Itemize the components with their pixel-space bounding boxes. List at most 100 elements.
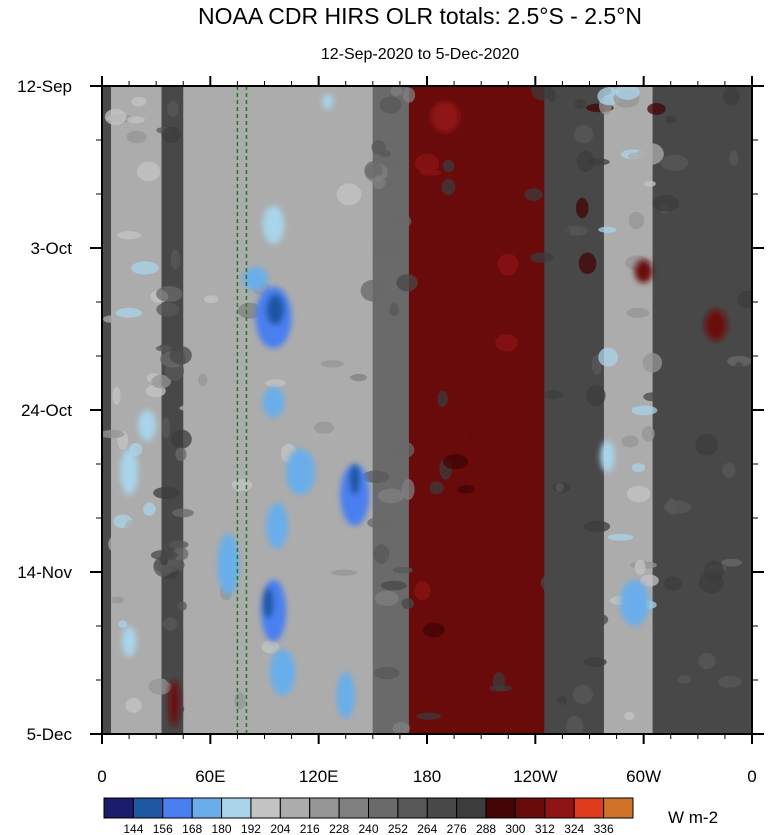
olr-texture-4-8 bbox=[467, 424, 478, 442]
olr-texture-4-12 bbox=[442, 159, 455, 173]
olr-texture-0-6 bbox=[131, 261, 159, 275]
olr-texture-6-24 bbox=[615, 86, 640, 100]
colorbar-swatch-1 bbox=[132, 797, 164, 819]
colorbar-label-6: 216 bbox=[300, 822, 320, 835]
olr-texture-0-22 bbox=[118, 620, 128, 628]
olr-texture-0-2 bbox=[120, 585, 131, 600]
olr-texture-6-0 bbox=[598, 226, 617, 233]
olr-texture-0-14 bbox=[136, 161, 161, 182]
colorbar-label-15: 324 bbox=[564, 822, 584, 835]
olr-texture-2-2 bbox=[186, 168, 213, 187]
colorbar: 144 156 168 180 192 204 216 228 240 252 264 276 288 3… bbox=[103, 797, 634, 835]
olr-texture-6-9 bbox=[634, 559, 646, 576]
olr-texture-0-5 bbox=[125, 697, 142, 713]
olr-texture-5-2 bbox=[547, 89, 557, 103]
olr-patch-21 bbox=[634, 259, 653, 283]
olr-texture-3-26 bbox=[362, 470, 390, 483]
olr-texture-2-1 bbox=[314, 421, 335, 434]
olr-texture-5-11 bbox=[583, 520, 611, 533]
olr-texture-4-27 bbox=[457, 484, 475, 494]
olr-patch-8 bbox=[266, 502, 288, 549]
olr-patch-19 bbox=[322, 93, 334, 110]
olr-bands bbox=[102, 86, 752, 734]
olr-texture-7-9 bbox=[643, 392, 663, 402]
olr-texture-5-16 bbox=[572, 684, 593, 705]
olr-texture-2-27 bbox=[320, 360, 344, 368]
y-tick-label-0: 12-Sep bbox=[17, 77, 72, 96]
olr-texture-5-23 bbox=[586, 385, 606, 407]
olr-patch-20 bbox=[705, 309, 727, 341]
olr-texture-6-7 bbox=[626, 307, 650, 318]
olr-texture-4-26 bbox=[414, 581, 431, 601]
olr-patch-6 bbox=[340, 464, 370, 526]
olr-texture-5-27 bbox=[575, 197, 589, 219]
colorbar-swatch-6 bbox=[279, 797, 311, 819]
olr-texture-0-27 bbox=[112, 386, 121, 405]
olr-texture-1-15 bbox=[162, 617, 178, 631]
y-tick-label-2: 24-Oct bbox=[21, 401, 72, 420]
olr-band-5 bbox=[544, 86, 604, 734]
olr-texture-3-9 bbox=[402, 87, 416, 103]
olr-texture-4-20 bbox=[489, 685, 513, 692]
olr-texture-4-19 bbox=[497, 253, 519, 276]
olr-texture-3-11 bbox=[379, 96, 402, 114]
olr-texture-4-16 bbox=[455, 154, 477, 167]
olr-patch-5 bbox=[286, 448, 316, 495]
olr-texture-1-8 bbox=[161, 126, 181, 144]
olr-texture-3-12 bbox=[396, 274, 418, 292]
y-tick-label-1: 3-Oct bbox=[30, 239, 72, 258]
colorbar-swatch-2 bbox=[162, 797, 193, 819]
colorbar-label-11: 276 bbox=[447, 822, 467, 835]
olr-texture-6-23 bbox=[631, 405, 658, 416]
olr-texture-5-5 bbox=[540, 575, 554, 591]
olr-texture-2-11 bbox=[336, 183, 362, 206]
olr-texture-5-20 bbox=[584, 612, 609, 627]
olr-texture-4-24 bbox=[516, 405, 534, 421]
olr-texture-4-14 bbox=[444, 342, 470, 353]
y-tick-label-3: 14-Nov bbox=[17, 563, 72, 582]
colorbar-swatch-16 bbox=[573, 797, 605, 819]
olr-texture-3-5 bbox=[401, 478, 415, 501]
olr-patch-16 bbox=[620, 579, 650, 626]
olr-texture-2-12 bbox=[330, 569, 358, 576]
olr-texture-4-15 bbox=[416, 712, 441, 720]
colorbar-label-8: 240 bbox=[358, 822, 378, 835]
olr-texture-3-10 bbox=[386, 159, 404, 167]
olr-texture-2-18 bbox=[203, 295, 219, 304]
olr-texture-6-22 bbox=[640, 574, 659, 587]
olr-texture-6-3 bbox=[641, 426, 655, 442]
olr-texture-2-26 bbox=[179, 404, 199, 412]
olr-texture-4-1 bbox=[486, 201, 509, 222]
olr-texture-1-5 bbox=[163, 662, 181, 685]
olr-texture-3-14 bbox=[380, 580, 407, 591]
olr-texture-3-21 bbox=[392, 721, 410, 734]
olr-texture-1-1 bbox=[170, 249, 181, 270]
olr-texture-2-4 bbox=[345, 305, 359, 313]
olr-texture-3-16 bbox=[373, 237, 401, 259]
olr-texture-7-5 bbox=[723, 389, 734, 398]
olr-texture-4-25 bbox=[422, 622, 445, 638]
olr-texture-5-24 bbox=[583, 657, 607, 667]
olr-texture-5-26 bbox=[573, 125, 594, 144]
olr-texture-2-15 bbox=[312, 89, 323, 101]
olr-texture-2-14 bbox=[234, 692, 246, 710]
olr-texture-3-19 bbox=[390, 440, 415, 459]
olr-patches bbox=[120, 93, 727, 727]
olr-texture-6-10 bbox=[621, 435, 639, 448]
colorbar-label-5: 204 bbox=[270, 822, 290, 835]
colorbar-label-10: 264 bbox=[417, 822, 437, 835]
olr-texture-7-20 bbox=[666, 497, 677, 515]
olr-texture-1-23 bbox=[177, 601, 187, 611]
olr-texture-2-6 bbox=[280, 113, 292, 127]
olr-texture-1-24 bbox=[150, 549, 179, 561]
olr-texture-7-23 bbox=[722, 462, 736, 479]
olr-texture-3-23 bbox=[372, 175, 386, 190]
olr-texture-6-18 bbox=[604, 233, 618, 254]
olr-texture-7-19 bbox=[695, 433, 719, 456]
olr-texture-0-20 bbox=[110, 596, 124, 604]
olr-texture-4-4 bbox=[531, 86, 552, 101]
olr-patch-12 bbox=[269, 649, 296, 696]
x-tick-label-6: 0 bbox=[747, 767, 756, 786]
olr-texture-6-2 bbox=[628, 211, 645, 230]
olr-texture-3-8 bbox=[390, 86, 403, 97]
